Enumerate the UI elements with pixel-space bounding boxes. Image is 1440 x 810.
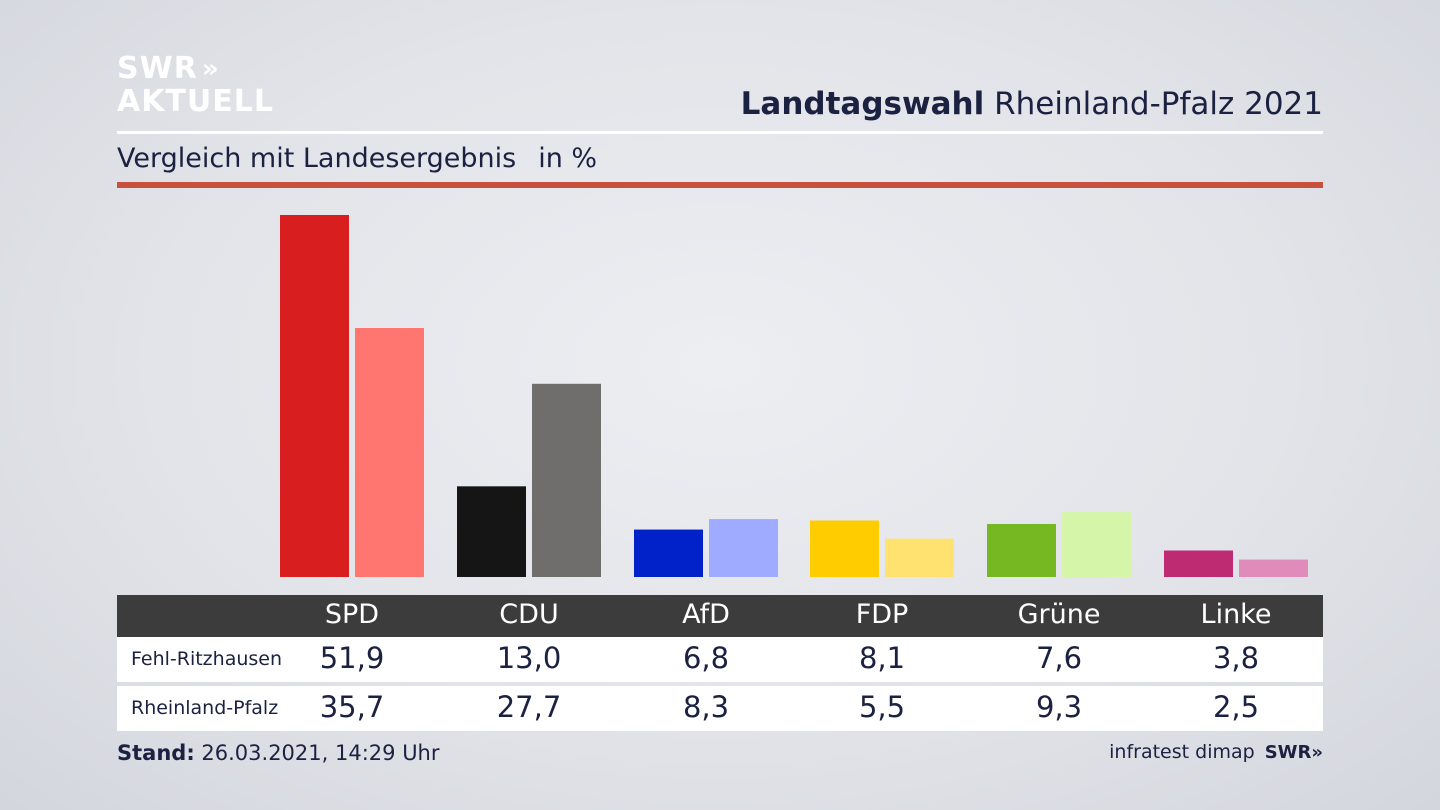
- party-label-linke: Linke: [1200, 599, 1272, 630]
- bar-spd-local: [280, 215, 349, 577]
- stand-value: 26.03.2021, 14:29 Uhr: [201, 741, 440, 765]
- party-label-grne: Grüne: [1017, 599, 1101, 630]
- data-label: 27,7: [496, 690, 562, 724]
- bar-linke-state: [1239, 559, 1308, 577]
- chart-subtitle: Vergleich mit Landesergebnis in %: [117, 143, 597, 174]
- bar-afd-state: [709, 519, 778, 577]
- bar-spd-state: [355, 327, 424, 577]
- subtitle-text: Vergleich mit Landesergebnis: [117, 143, 517, 174]
- bar-fdp-state: [885, 538, 954, 577]
- bar-cdu-state: [532, 383, 601, 577]
- swr-brand-logo: SWR»: [1264, 741, 1323, 763]
- party-label-spd: SPD: [324, 599, 380, 630]
- data-label: 2,5: [1212, 690, 1260, 724]
- bar-afd-local: [634, 529, 703, 577]
- page-title: Landtagswahl Rheinland-Pfalz 2021: [741, 86, 1323, 122]
- logo-swr-text: SWR: [117, 51, 198, 86]
- party-label-fdp: FDP: [855, 599, 909, 630]
- table-row: Rheinland-Pfalz 35,7 27,7 8,3 5,5 9,3 2,5: [117, 686, 1323, 731]
- data-label: 3,8: [1212, 641, 1260, 675]
- accent-divider: [117, 182, 1323, 188]
- data-label: 8,3: [682, 690, 730, 724]
- bar-grne-state: [1062, 512, 1131, 577]
- source-text: infratest dimap: [1109, 741, 1255, 763]
- data-label: 51,9: [319, 641, 385, 675]
- row-label: Rheinland-Pfalz: [131, 697, 279, 719]
- data-label: 9,3: [1035, 690, 1083, 724]
- row-label: Fehl-Ritzhausen: [131, 648, 283, 670]
- data-label: 7,6: [1035, 641, 1083, 675]
- data-label: 6,8: [682, 641, 730, 675]
- party-label-afd: AfD: [682, 599, 730, 630]
- data-label: 13,0: [496, 641, 562, 675]
- stand-label: Stand:: [117, 741, 195, 765]
- subtitle-unit: in %: [538, 143, 598, 174]
- party-header-row: SPD CDU AfD FDP Grüne Linke: [117, 595, 1323, 637]
- data-label: 5,5: [858, 690, 906, 724]
- title-divider: [117, 131, 1323, 134]
- data-label: 35,7: [319, 690, 385, 724]
- bar-grne-local: [987, 523, 1056, 577]
- swr-aktuell-logo: SWR» AKTUELL: [117, 54, 274, 117]
- title-rest: Rheinland-Pfalz 2021: [994, 86, 1323, 122]
- title-bold: Landtagswahl: [740, 86, 985, 122]
- bar-fdp-local: [810, 520, 879, 577]
- source-credit: infratest dimap SWR»: [1109, 741, 1323, 763]
- timestamp: Stand: 26.03.2021, 14:29 Uhr: [117, 741, 440, 765]
- party-label-cdu: CDU: [499, 599, 559, 630]
- bar-cdu-local: [457, 486, 526, 577]
- bar-linke-local: [1164, 550, 1233, 577]
- logo-aktuell-text: AKTUELL: [117, 84, 275, 119]
- data-label: 8,1: [858, 641, 906, 675]
- bar-chart: [280, 215, 1308, 577]
- table-row: Fehl-Ritzhausen 51,9 13,0 6,8 8,1 7,6 3,8: [117, 637, 1323, 682]
